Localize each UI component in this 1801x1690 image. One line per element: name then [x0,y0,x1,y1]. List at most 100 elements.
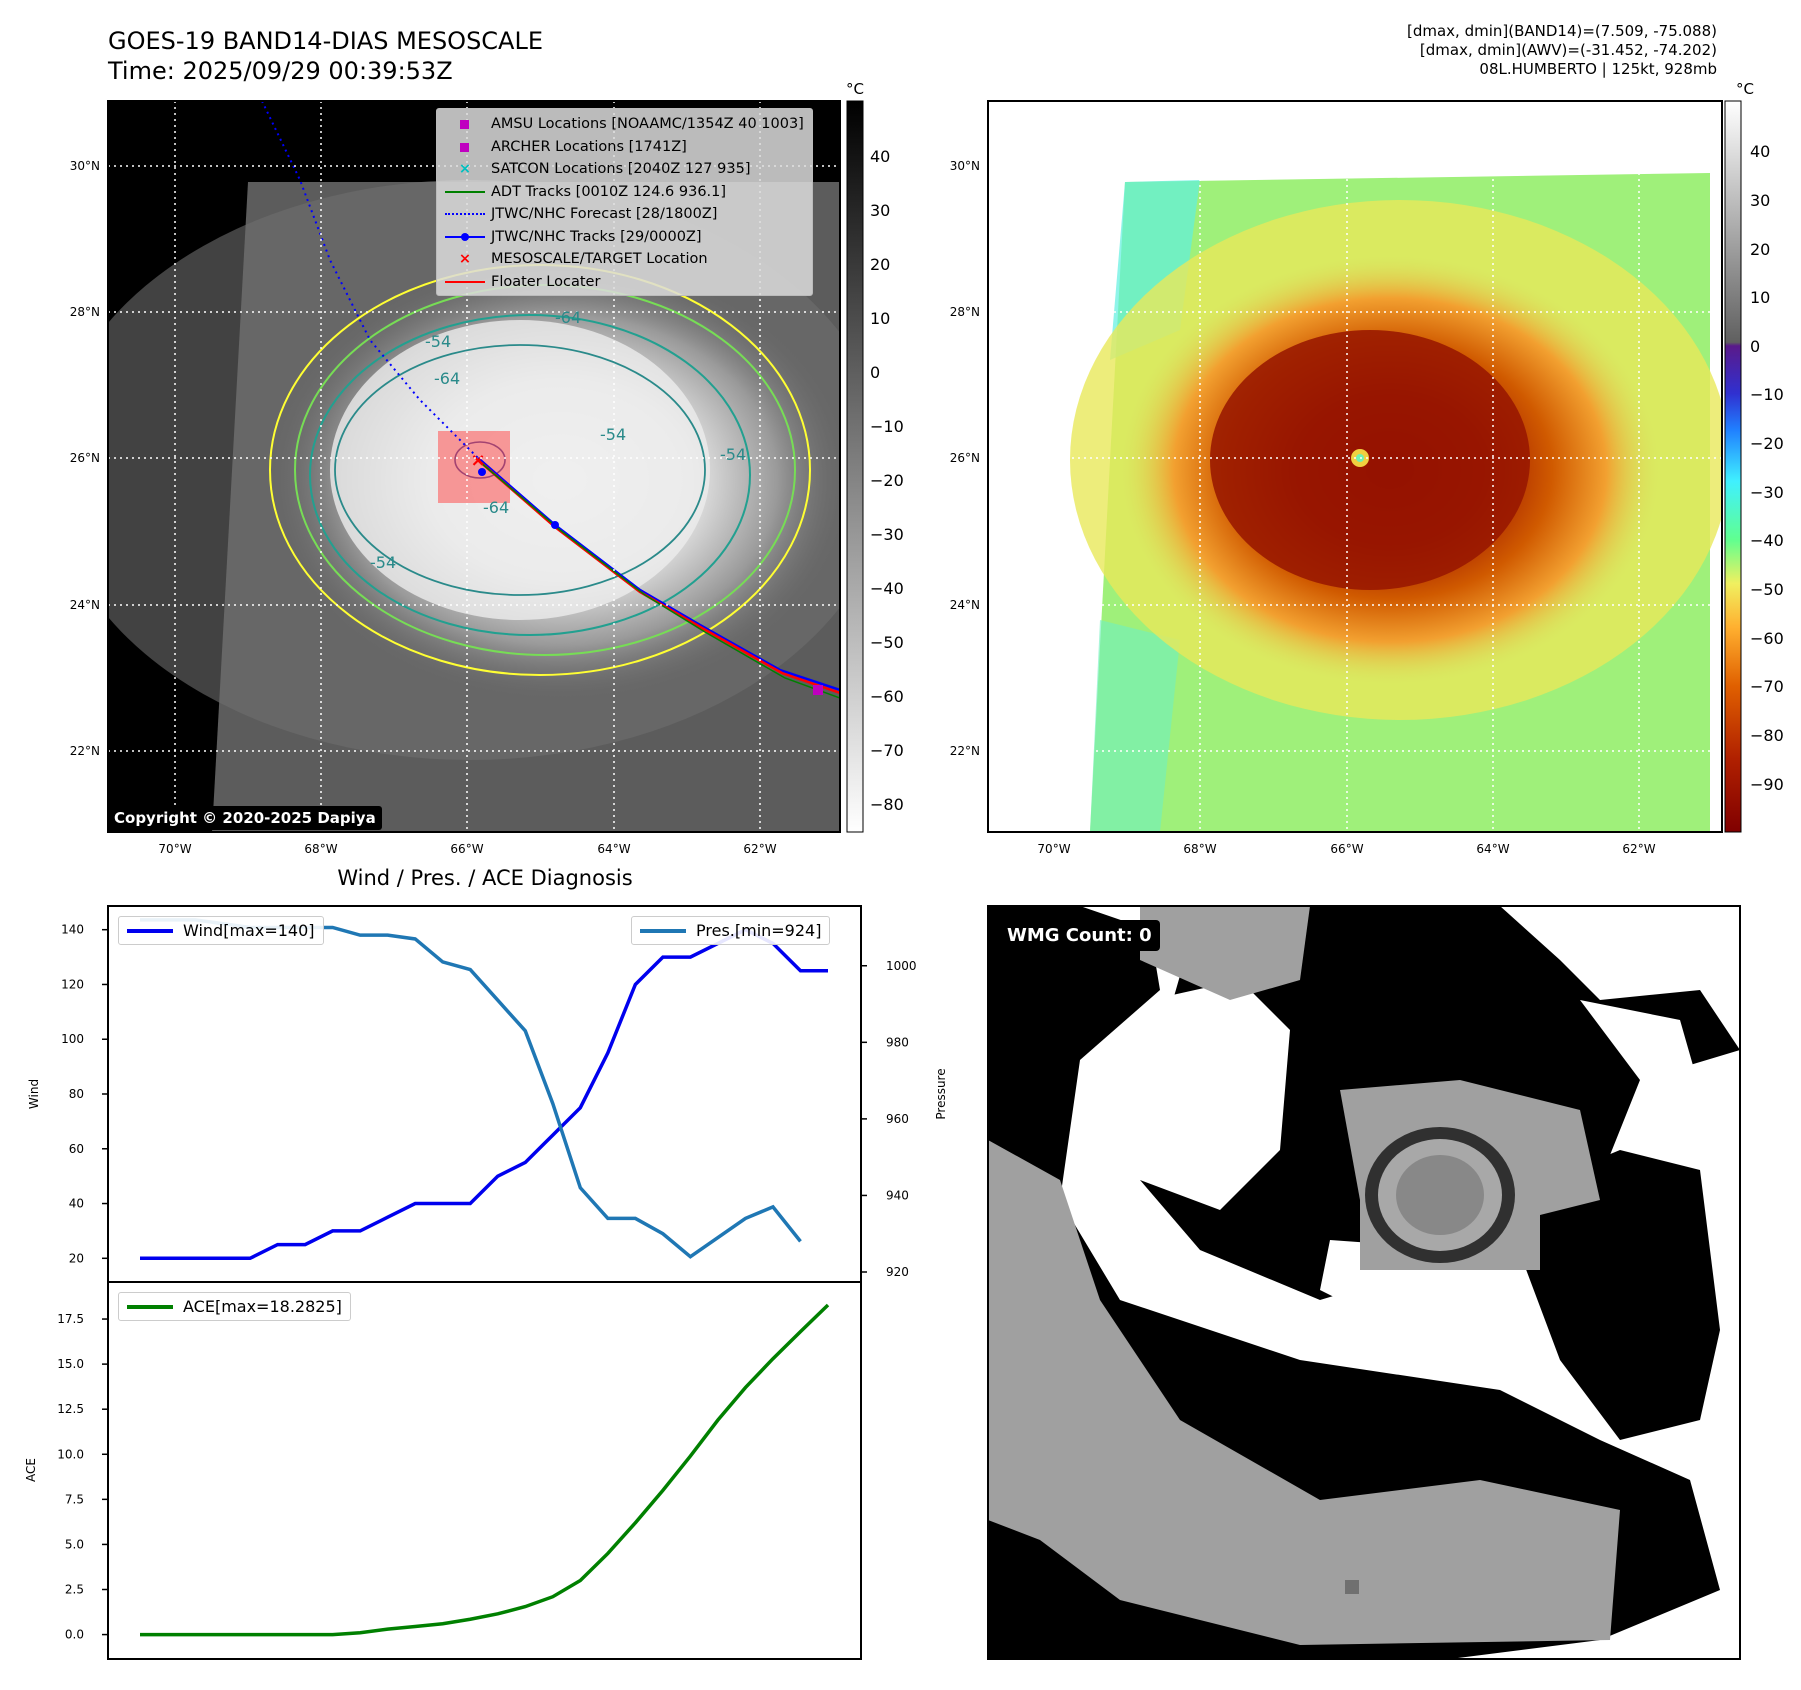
ace-tick-label: 12.5 [57,1402,84,1416]
chart-title: Wind / Pres. / ACE Diagnosis [337,866,632,890]
wind-legend-line [127,928,173,933]
wind-tick-label: 40 [69,1197,84,1211]
ace-tick-label: 10.0 [57,1447,84,1461]
legend-adt: ADT Tracks [0010Z 124.6 936.1] [445,181,804,204]
enh-colorbar-unit: °C [1736,80,1754,98]
wind-series-line [140,927,828,1261]
enh-cbar-tick: −30 [1750,483,1784,502]
pressure-tick-label: 920 [886,1265,909,1279]
ir-lat-label: 24°N [70,598,100,612]
ir-lat-label: 26°N [70,451,100,465]
ir-cbar-tick: 0 [870,363,880,382]
enh-lat-label: 24°N [950,598,980,612]
ace-axes [107,1281,862,1660]
enh-cbar-tick: −80 [1750,726,1784,745]
info-awv: [dmax, dmin](AWV)=(-31.452, -74.202) [1419,41,1717,59]
ace-tick-label: 0.0 [65,1628,84,1642]
enh-cbar-tick: 0 [1750,337,1760,356]
figure-title: GOES-19 BAND14-DIAS MESOSCALE Time: 2025… [108,27,544,85]
wind-pres-axes [107,905,862,1283]
contour-label: -64 [434,369,460,388]
ir-lon-label: 68°W [304,842,337,856]
svg-text:×: × [470,450,485,471]
pressure-legend: Pres.[min=924] [631,916,831,945]
legend-floater: Floater Locater [445,271,804,294]
ir-legend: AMSU Locations [NOAAMC/1354Z 40 1003] AR… [436,108,813,296]
wind-tick-label: 120 [61,977,84,991]
contour-label: -54 [720,445,746,464]
ir-cbar-tick: −70 [870,741,904,760]
info-band14: [dmax, dmin](BAND14)=(7.509, -75.088) [1406,22,1717,40]
ace-legend-line [127,1304,173,1309]
contour-label: -64 [555,308,581,327]
enh-cbar-tick: −40 [1750,531,1784,550]
ir-cbar-tick: −60 [870,687,904,706]
contour-label: -64 [483,498,509,517]
contour-label: -54 [370,553,396,572]
enhanced-image-panel [987,100,1723,833]
contour-label: -54 [600,425,626,444]
ir-lon-label: 64°W [597,842,630,856]
ir-lat-label: 22°N [70,744,100,758]
figure-info: [dmax, dmin](BAND14)=(7.509, -75.088) [d… [1407,22,1717,79]
ace-tick-label: 5.0 [65,1537,84,1551]
ace-tick-label: 17.5 [57,1312,84,1326]
ir-lon-label: 62°W [743,842,776,856]
ir-cbar-tick: 40 [870,147,890,166]
pressure-tick-label: 980 [886,1035,909,1049]
ir-cbar-tick: 30 [870,201,890,220]
enh-lon-label: 66°W [1330,842,1363,856]
ir-lat-label: 28°N [70,305,100,319]
wind-tick-label: 100 [61,1032,84,1046]
ir-cbar-tick: 10 [870,309,890,328]
legend-satcon: × SATCON Locations [2040Z 127 935] [458,161,751,178]
ir-cbar-tick: −40 [870,579,904,598]
wind-tick-label: 60 [69,1142,84,1156]
wind-axis-label: Wind [27,1079,41,1109]
enh-lat-label: 28°N [950,305,980,319]
enh-cbar-tick: −90 [1750,775,1784,794]
ace-axis-label: ACE [24,1458,38,1482]
pressure-axis-label: Pressure [934,1068,948,1119]
pressure-legend-line [640,928,686,933]
pressure-tick-label: 1000 [886,959,917,973]
ir-lat-label: 30°N [70,159,100,173]
copyright-notice: Copyright © 2020-2025 Dapiya [108,806,382,830]
enh-cbar-tick: 10 [1750,288,1770,307]
enh-lon-label: 68°W [1183,842,1216,856]
enh-lon-label: 70°W [1037,842,1070,856]
wind-tick-label: 20 [69,1251,84,1265]
ir-lon-label: 66°W [450,842,483,856]
legend-amsu: AMSU Locations [NOAAMC/1354Z 40 1003] [445,113,804,136]
enh-cbar-tick: 30 [1750,191,1770,210]
enh-cbar-tick: −10 [1750,385,1784,404]
enh-cbar-tick: −50 [1750,580,1784,599]
contour-label: -54 [425,332,451,351]
ir-cbar-tick: −50 [870,633,904,652]
legend-mesoscale: × MESOSCALE/TARGET Location [458,251,708,268]
enh-cbar-tick: 20 [1750,240,1770,259]
info-storm: 08L.HUMBERTO | 125kt, 928mb [1479,60,1717,78]
enh-cbar-tick: −20 [1750,434,1784,453]
enh-lat-label: 30°N [950,159,980,173]
ace-legend: ACE[max=18.2825] [118,1292,351,1321]
ir-lon-label: 70°W [158,842,191,856]
wmg-count: WMG Count: 0 [999,920,1160,951]
ace-tick-label: 7.5 [65,1492,84,1506]
ir-cbar-tick: −10 [870,417,904,436]
ir-colorbar-unit: °C [846,80,864,98]
ace-series-line [140,1303,830,1637]
wmg-panel [987,905,1741,1660]
legend-forecast: JTWC/NHC Forecast [28/1800Z] [445,203,804,226]
enh-lon-label: 62°W [1622,842,1655,856]
enh-lat-label: 26°N [950,451,980,465]
ace-tick-label: 15.0 [57,1357,84,1371]
wind-tick-label: 140 [61,923,84,937]
enh-cbar-tick: −70 [1750,677,1784,696]
pressure-tick-label: 940 [886,1188,909,1202]
wind-legend: Wind[max=140] [118,916,324,945]
ir-cbar-tick: 20 [870,255,890,274]
ir-cbar-tick: −80 [870,795,904,814]
ir-cbar-tick: −20 [870,471,904,490]
